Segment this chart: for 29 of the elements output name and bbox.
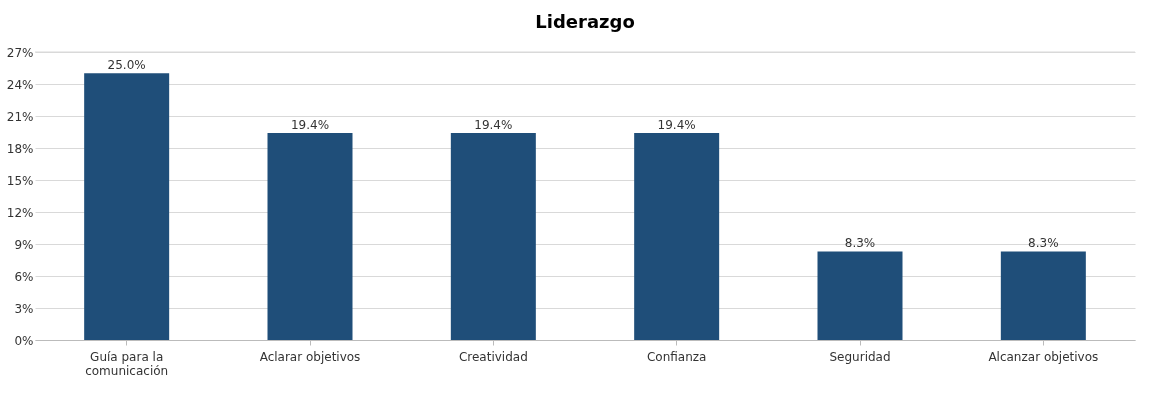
data-label: 19.4% <box>474 118 513 133</box>
bar <box>84 73 170 340</box>
data-label: 19.4% <box>290 118 330 133</box>
data-label: 8.3% <box>844 236 876 251</box>
x-tick-label: Alcanzar objetivos <box>988 349 1099 364</box>
bar <box>817 251 903 340</box>
y-tick-label: 0% <box>14 333 34 348</box>
x-tick-label: Creatividad <box>458 349 528 364</box>
bar <box>1000 251 1086 340</box>
data-label: 8.3% <box>1028 236 1059 251</box>
y-tick-label: 24% <box>6 77 34 92</box>
x-tick-label: Confianza <box>646 349 707 364</box>
y-tick-label: 27% <box>6 45 34 60</box>
bar <box>267 133 353 340</box>
data-label: 19.4% <box>657 118 696 133</box>
data-label: 25.0% <box>107 58 146 73</box>
bar <box>634 133 720 340</box>
bar <box>450 133 536 340</box>
y-tick-label: 12% <box>6 205 34 220</box>
y-tick-label: 21% <box>6 109 34 124</box>
y-tick-label: 3% <box>14 301 34 316</box>
y-tick-label: 6% <box>14 269 34 284</box>
y-tick-label: 15% <box>6 173 34 188</box>
y-tick-label: 9% <box>14 237 34 252</box>
x-tick-label: Seguridad <box>829 349 891 364</box>
x-tick-label: Aclarar objetivos <box>259 349 361 364</box>
y-tick-label: 18% <box>6 141 34 156</box>
chart-title: Liderazgo <box>535 11 635 32</box>
x-tick-label: Guía para la comunicación <box>85 349 169 378</box>
